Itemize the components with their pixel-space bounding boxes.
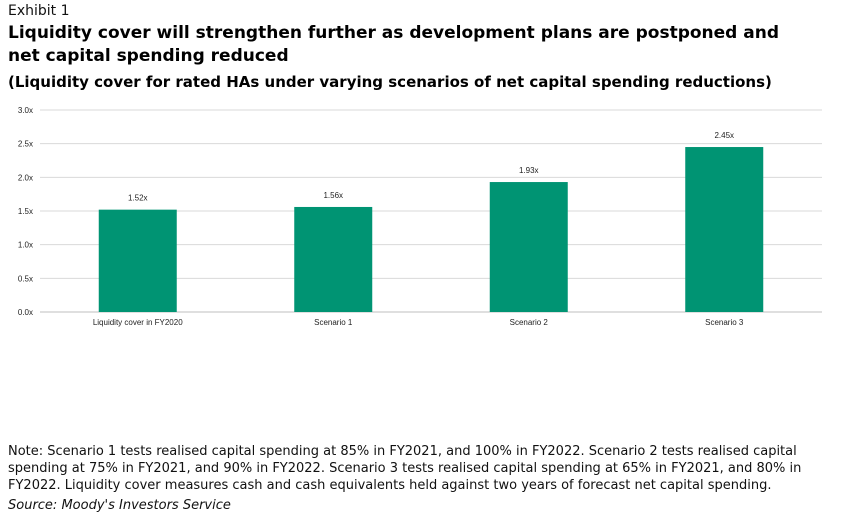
x-category-label: Liquidity cover in FY2020 [93,318,183,327]
bar [294,206,373,312]
x-category-label: Scenario 2 [510,318,549,327]
chart-subtitle: (Liquidity cover for rated HAs under var… [8,73,772,91]
data-label: 1.93x [519,166,539,175]
y-tick-label: 2.0x [18,173,33,182]
chart-note: Note: Scenario 1 tests realised capital … [8,444,802,493]
y-tick-label: 3.0x [18,106,33,115]
bar [98,209,177,312]
bar [489,182,568,312]
y-tick-label: 1.5x [18,207,33,216]
data-label: 2.45x [714,131,734,140]
x-category-label: Scenario 1 [314,318,353,327]
bar-chart: 0.0x 0.5x 1.0x 1.5x 2.0x 2.5x 3.0x 1.52x Liquidi… [18,106,822,327]
data-label: 1.52x [128,194,148,203]
data-label: 1.56x [323,191,343,200]
chart-source: Source: Moody's Investors Service [8,498,231,513]
x-category-label: Scenario 3 [705,318,744,327]
exhibit-label: Exhibit 1 [8,3,70,19]
y-tick-label: 2.5x [18,140,33,149]
y-tick-label: 0.0x [18,308,33,317]
chart-title: Liquidity cover will strengthen further … [8,23,780,66]
y-tick-label: 1.0x [18,241,33,250]
y-tick-label: 0.5x [18,274,33,283]
bar [685,147,764,312]
